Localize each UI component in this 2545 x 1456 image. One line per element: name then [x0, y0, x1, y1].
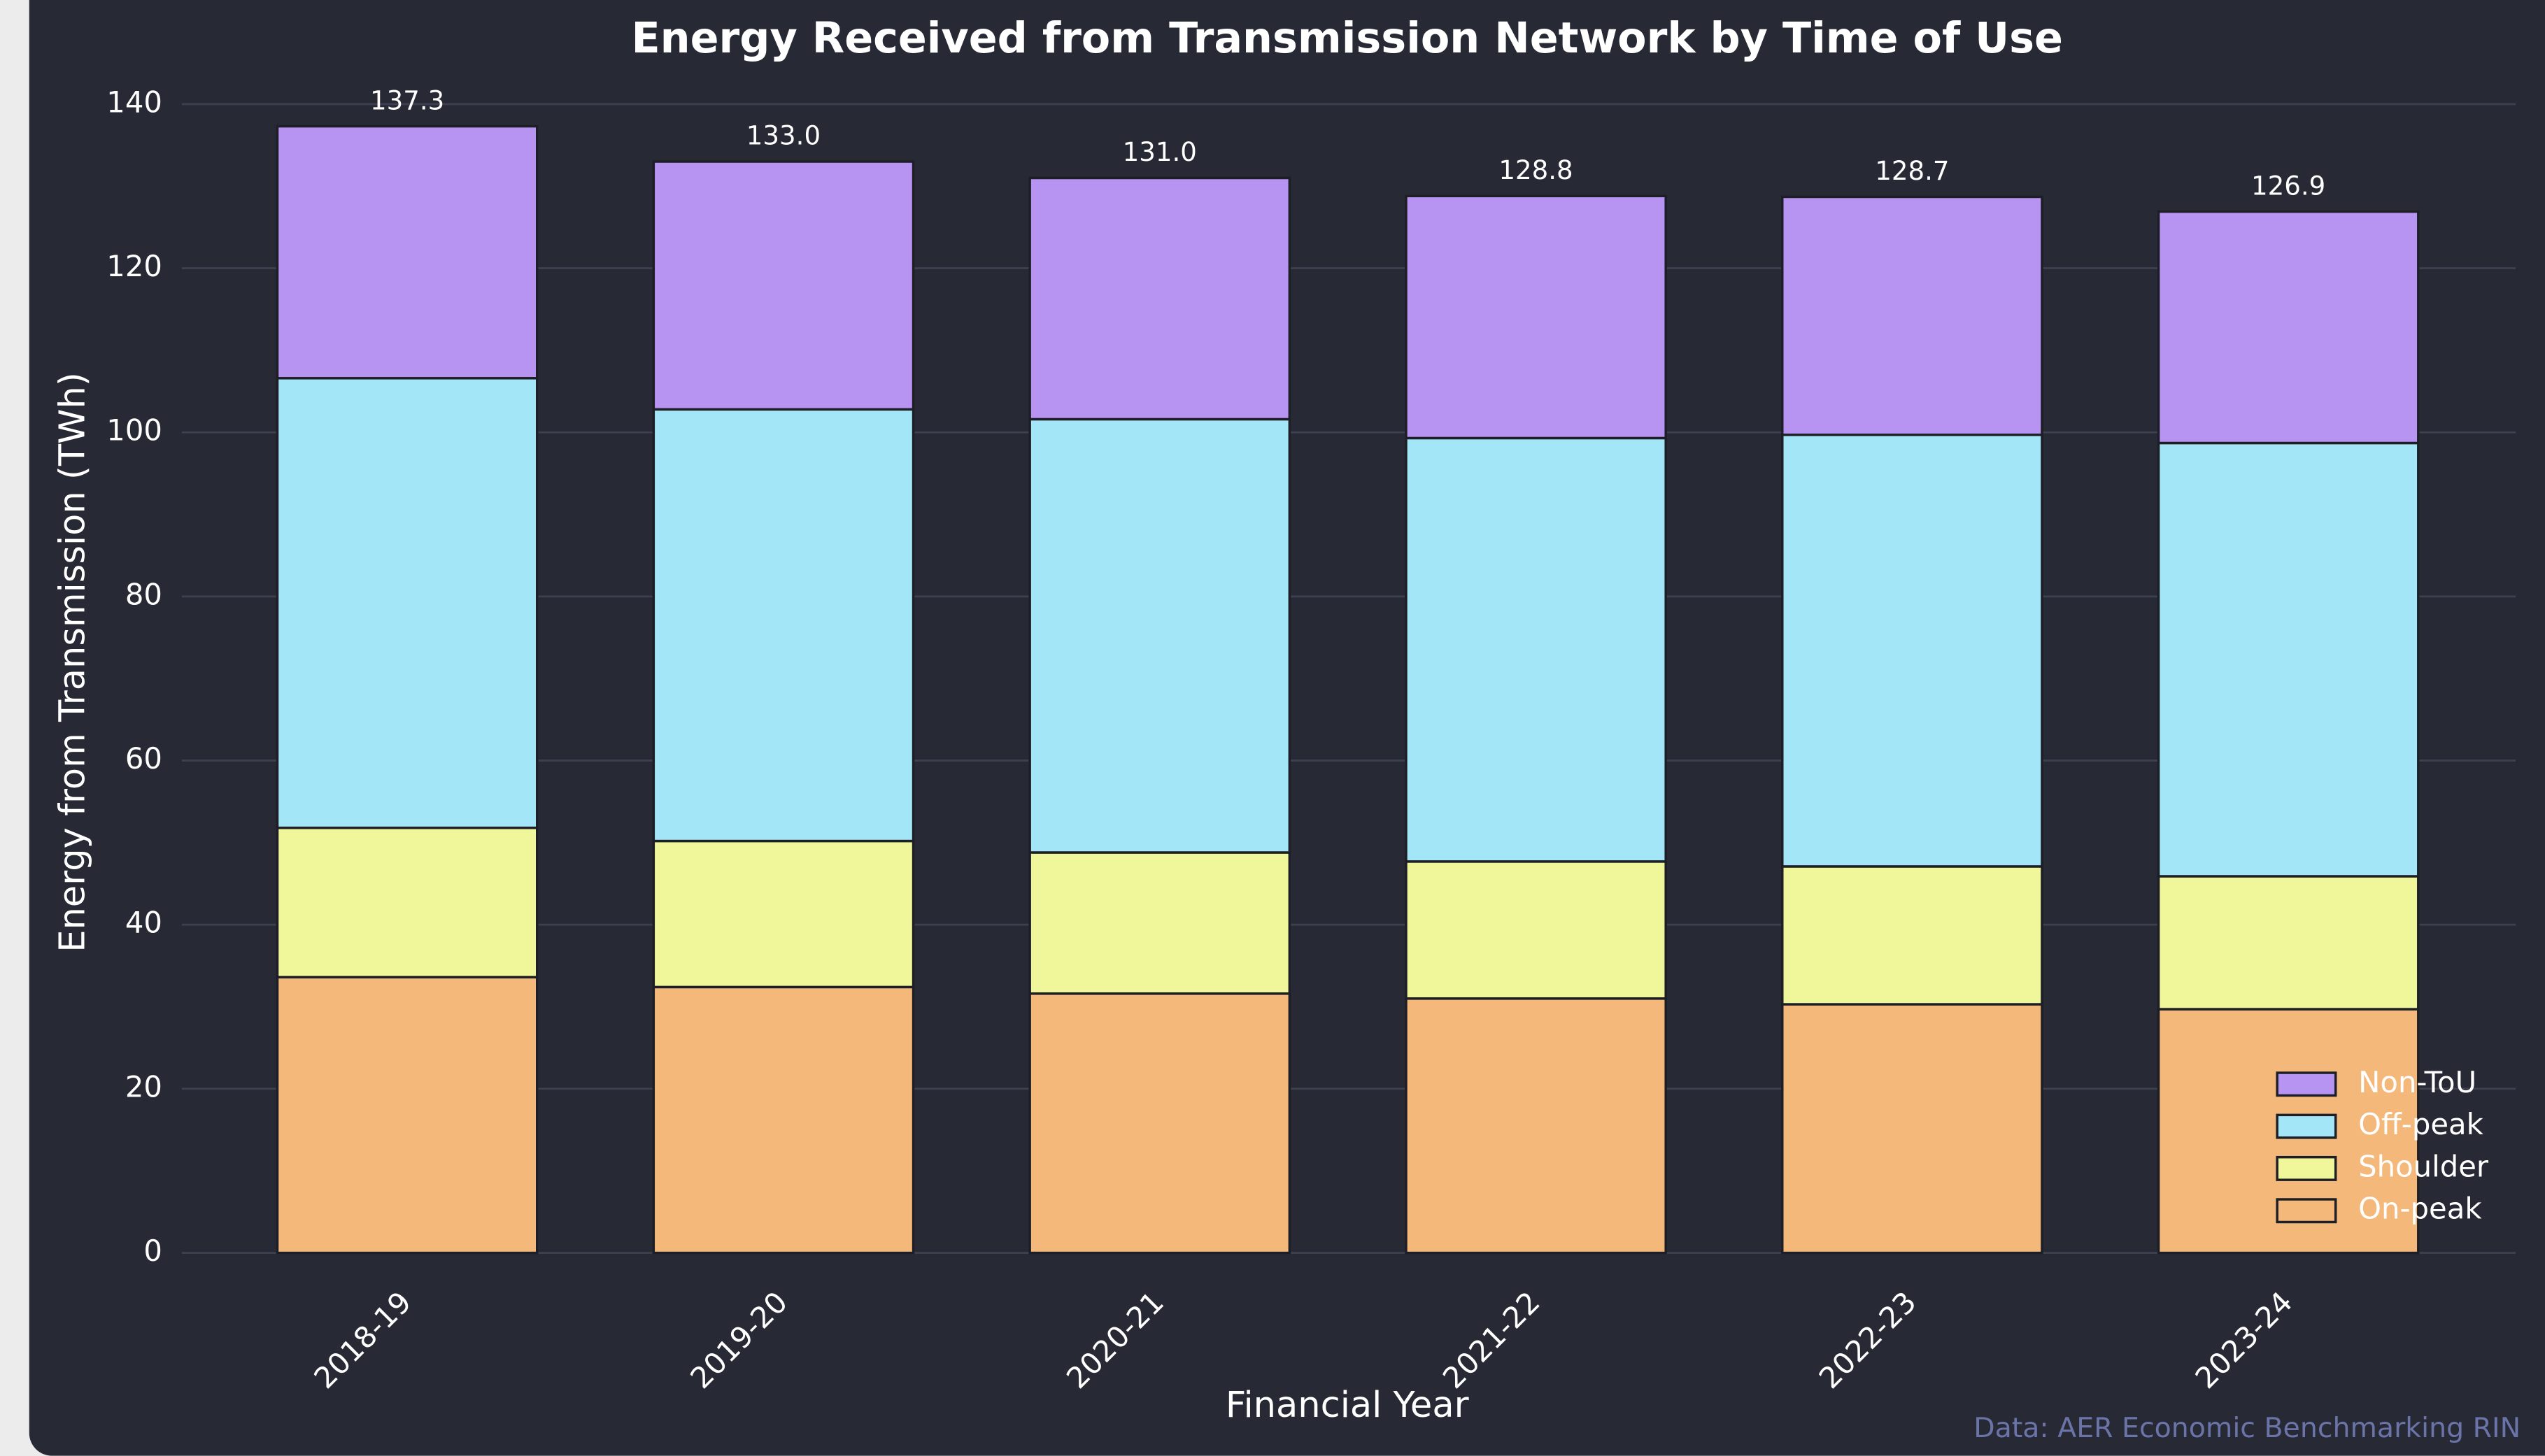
bar-segment [1405, 997, 1667, 1255]
bar-segment [276, 976, 539, 1255]
bar-segment [1781, 434, 2043, 868]
legend-label: Off-peak [2358, 1107, 2483, 1141]
bar-segment [2157, 441, 2420, 878]
y-tick-label: 80 [125, 577, 162, 611]
bar-segment [1781, 1003, 2043, 1255]
total-label: 133.0 [746, 121, 821, 151]
y-tick-label: 60 [125, 741, 162, 776]
bar-segment [1405, 436, 1667, 863]
bar-segment [276, 827, 539, 979]
bar-segment [652, 160, 915, 411]
legend-label: On-peak [2358, 1192, 2482, 1226]
y-tick-label: 140 [106, 85, 162, 119]
bar-segment [2157, 210, 2420, 445]
y-tick-label: 100 [106, 413, 162, 448]
total-label: 128.8 [1498, 155, 1573, 185]
bar-segment [652, 985, 915, 1255]
total-label: 131.0 [1123, 137, 1197, 167]
chart-title: Energy Received from Transmission Networ… [631, 14, 2062, 63]
y-tick-label: 20 [125, 1069, 162, 1104]
total-label: 126.9 [2251, 171, 2325, 201]
y-tick-label: 0 [143, 1234, 162, 1268]
legend-label: Shoulder [2358, 1149, 2489, 1183]
legend-label: Non-ToU [2358, 1065, 2476, 1099]
legend-swatch [2276, 1113, 2337, 1139]
legend-swatch [2276, 1155, 2337, 1181]
y-tick-label: 120 [106, 249, 162, 283]
bar-segment [2157, 875, 2420, 1011]
bar-segment [276, 124, 539, 380]
bar-segment [1405, 194, 1667, 440]
bar-segment [1028, 851, 1291, 995]
bar-segment [652, 839, 915, 989]
y-axis-title: Energy from Transmission (TWh) [52, 372, 94, 952]
bar-segment [1781, 195, 2043, 436]
bar-segment [1028, 176, 1291, 421]
bar-segment [1028, 992, 1291, 1255]
bar-segment [276, 377, 539, 829]
total-label: 128.7 [1875, 156, 1949, 186]
bar-segment [1781, 865, 2043, 1006]
bar-segment [1028, 417, 1291, 854]
bar-segment [652, 408, 915, 843]
y-tick-label: 40 [125, 906, 162, 940]
bar-segment [1405, 860, 1667, 1000]
legend-swatch [2276, 1198, 2337, 1224]
total-label: 137.3 [370, 85, 444, 115]
legend-swatch [2276, 1071, 2337, 1097]
x-axis-title: Financial Year [1226, 1385, 1469, 1426]
source-note: Data: AER Economic Benchmarking RIN [1973, 1412, 2521, 1444]
